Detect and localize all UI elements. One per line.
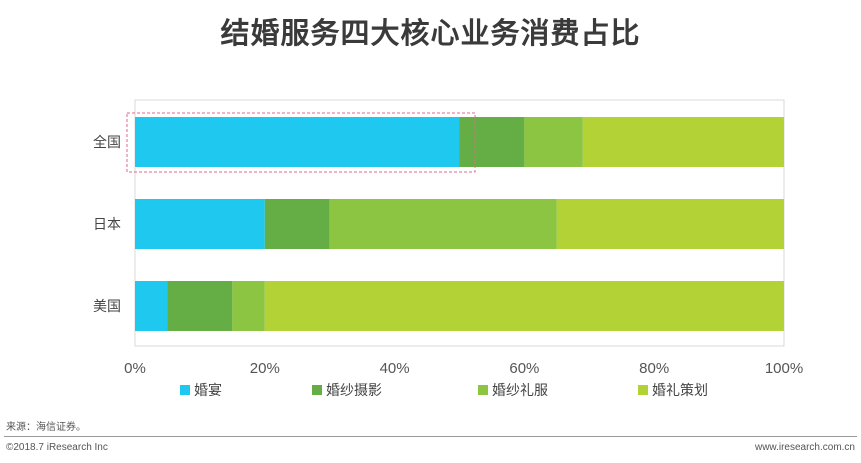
x-tick-label-3: 60% — [509, 360, 539, 377]
legend-label-3: 婚礼策划 — [652, 382, 708, 399]
legend-swatch-1 — [312, 385, 322, 395]
x-tick-label-0: 0% — [124, 360, 146, 377]
legend-swatch-0 — [180, 385, 190, 395]
website-url: www.iresearch.com.cn — [754, 442, 855, 453]
bar-segment-2-1 — [167, 281, 233, 331]
source-note: 来源：海信证券。 — [6, 422, 86, 433]
bar-segment-0-3 — [582, 117, 784, 167]
category-label-2: 美国 — [93, 299, 121, 315]
x-tick-label-1: 20% — [250, 360, 280, 377]
legend-swatch-3 — [638, 385, 648, 395]
legend-swatch-2 — [478, 385, 488, 395]
bar-segment-1-1 — [264, 199, 330, 249]
bar-segment-1-3 — [556, 199, 784, 249]
chart-title: 结婚服务四大核心业务消费占比 — [220, 16, 641, 50]
legend-label-0: 婚宴 — [194, 382, 222, 399]
bar-segment-0-0 — [135, 117, 460, 167]
bar-segment-1-2 — [329, 199, 557, 249]
highlight-dashed-box — [126, 112, 476, 173]
bar-segment-2-3 — [264, 281, 784, 331]
bar-segment-1-0 — [135, 199, 265, 249]
x-tick-label-5: 100% — [765, 360, 803, 377]
category-label-1: 日本 — [93, 217, 121, 233]
category-label-0: 全国 — [93, 134, 121, 151]
legend-label-2: 婚纱礼服 — [492, 383, 548, 399]
copyright-text: ©2018.7 iResearch Inc — [6, 442, 108, 453]
footer-divider — [4, 436, 857, 437]
bar-segment-2-2 — [232, 281, 265, 331]
bar-segment-0-2 — [524, 117, 583, 167]
x-tick-label-2: 40% — [380, 360, 410, 377]
bar-segment-2-0 — [135, 281, 168, 331]
bar-segment-0-1 — [459, 117, 525, 167]
legend-label-1: 婚纱摄影 — [326, 383, 382, 399]
x-tick-label-4: 80% — [639, 360, 669, 377]
